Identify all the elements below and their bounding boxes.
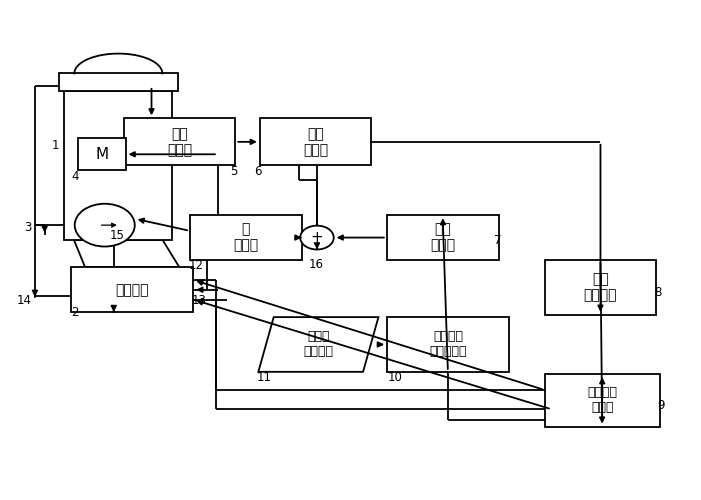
Text: 10: 10 [388, 372, 402, 384]
Text: 11: 11 [257, 372, 271, 384]
Text: +: + [311, 230, 323, 245]
Text: 2: 2 [72, 306, 79, 318]
Text: 8: 8 [654, 286, 662, 299]
Circle shape [75, 204, 135, 246]
FancyBboxPatch shape [79, 138, 125, 170]
Text: 平衡
控制单元: 平衡 控制单元 [584, 272, 617, 302]
Text: 使用者
输入容量: 使用者 输入容量 [304, 330, 334, 358]
FancyBboxPatch shape [64, 91, 172, 240]
Text: 设定性能
指数和流速: 设定性能 指数和流速 [429, 330, 467, 358]
FancyBboxPatch shape [545, 260, 656, 314]
FancyBboxPatch shape [545, 374, 660, 426]
Polygon shape [259, 317, 379, 372]
Text: 流速
转换器: 流速 转换器 [430, 222, 455, 252]
Text: 换向装置: 换向装置 [116, 283, 149, 297]
Text: 9: 9 [658, 398, 665, 411]
Circle shape [300, 226, 334, 250]
Text: 4: 4 [72, 170, 79, 183]
Text: 流速
计算器: 流速 计算器 [303, 127, 328, 157]
Text: 1: 1 [52, 139, 59, 152]
Text: 5: 5 [231, 165, 238, 178]
FancyBboxPatch shape [59, 74, 178, 91]
Text: 13: 13 [191, 294, 206, 307]
Text: 7: 7 [494, 234, 502, 246]
Text: 15: 15 [109, 228, 125, 241]
Text: 压差
传感器: 压差 传感器 [167, 127, 192, 157]
Text: 12: 12 [189, 260, 203, 272]
FancyBboxPatch shape [123, 118, 236, 166]
FancyBboxPatch shape [72, 268, 193, 312]
Text: 16: 16 [308, 258, 324, 272]
FancyBboxPatch shape [387, 317, 509, 372]
FancyBboxPatch shape [190, 215, 301, 260]
Text: M: M [95, 147, 109, 162]
Text: 14: 14 [17, 294, 32, 307]
Text: 换向装置
控制器: 换向装置 控制器 [587, 386, 617, 414]
Text: 3: 3 [25, 221, 32, 234]
Text: 6: 6 [254, 165, 261, 178]
Text: 泵
控制器: 泵 控制器 [233, 222, 259, 252]
FancyBboxPatch shape [387, 215, 498, 260]
FancyBboxPatch shape [260, 118, 372, 166]
